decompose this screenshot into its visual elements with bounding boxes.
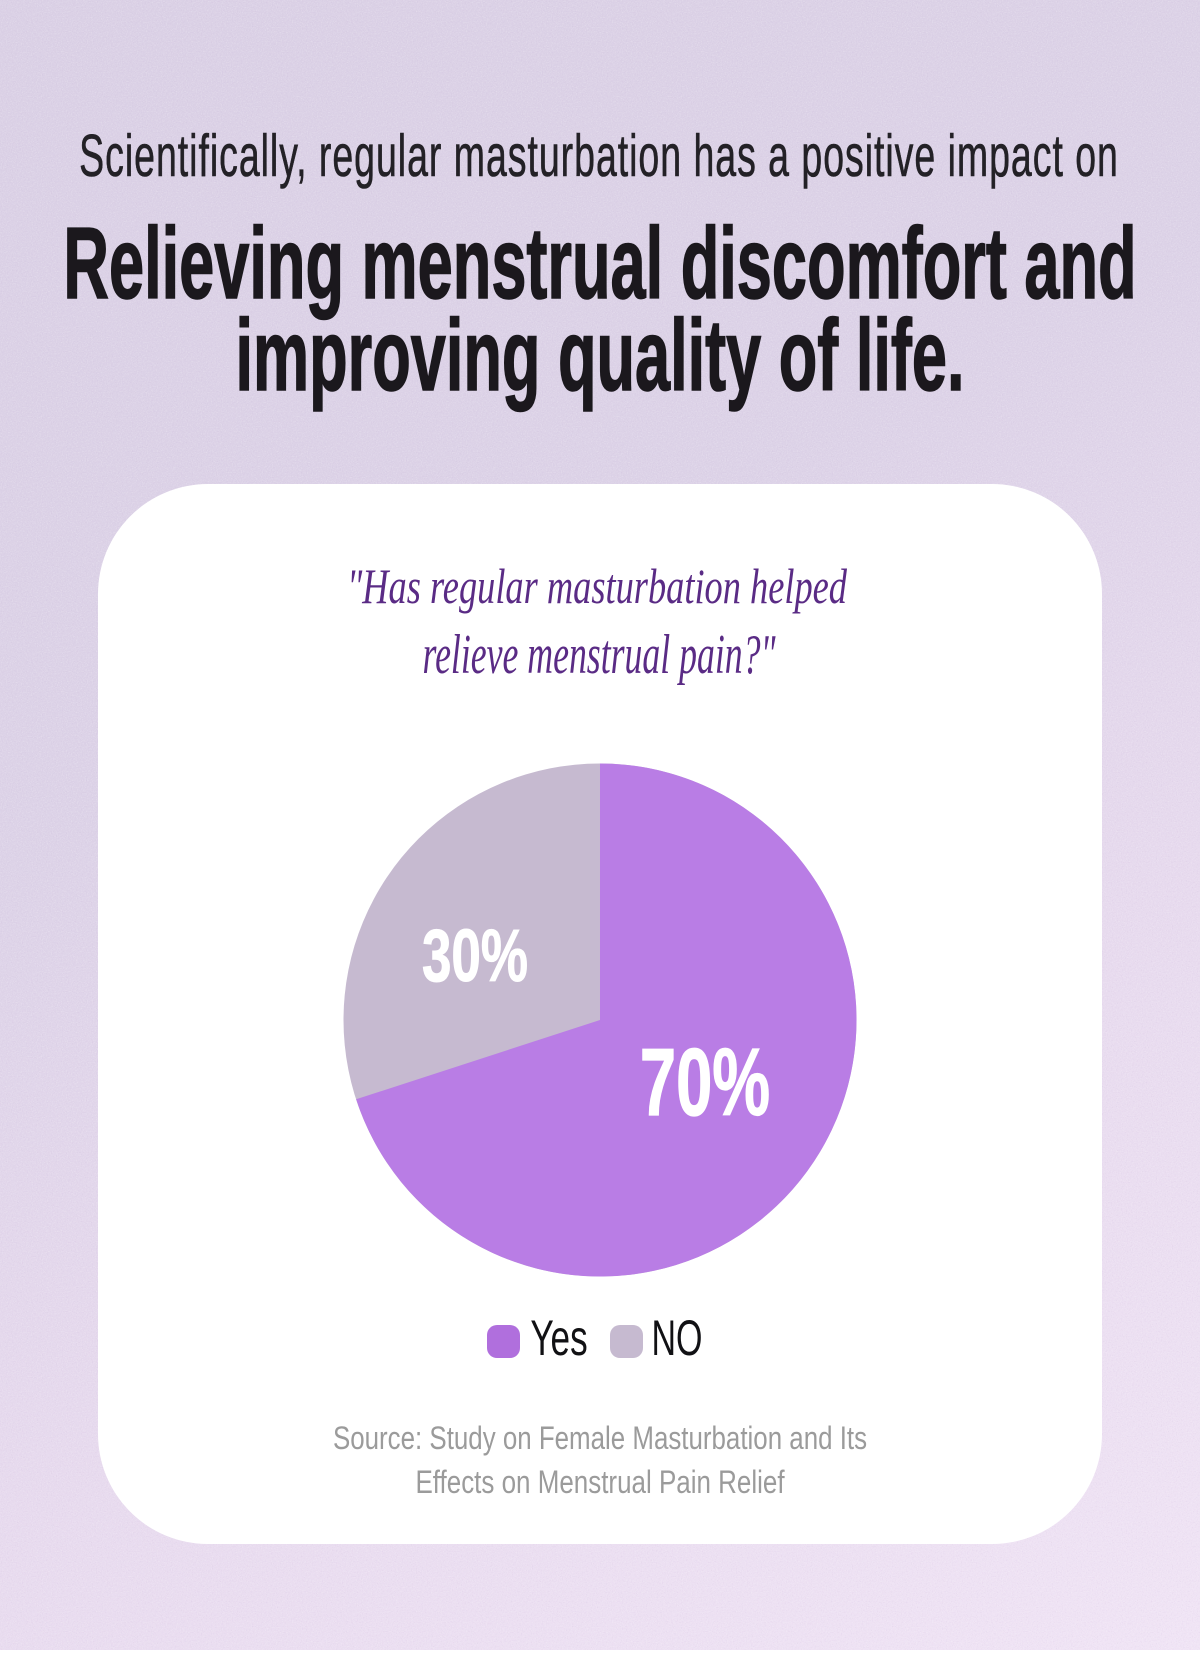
svg-text:relieve menstrual pain?": relieve menstrual pain?" [423,624,776,686]
svg-text:"Has regular masturbation help: "Has regular masturbation helped [347,558,848,614]
